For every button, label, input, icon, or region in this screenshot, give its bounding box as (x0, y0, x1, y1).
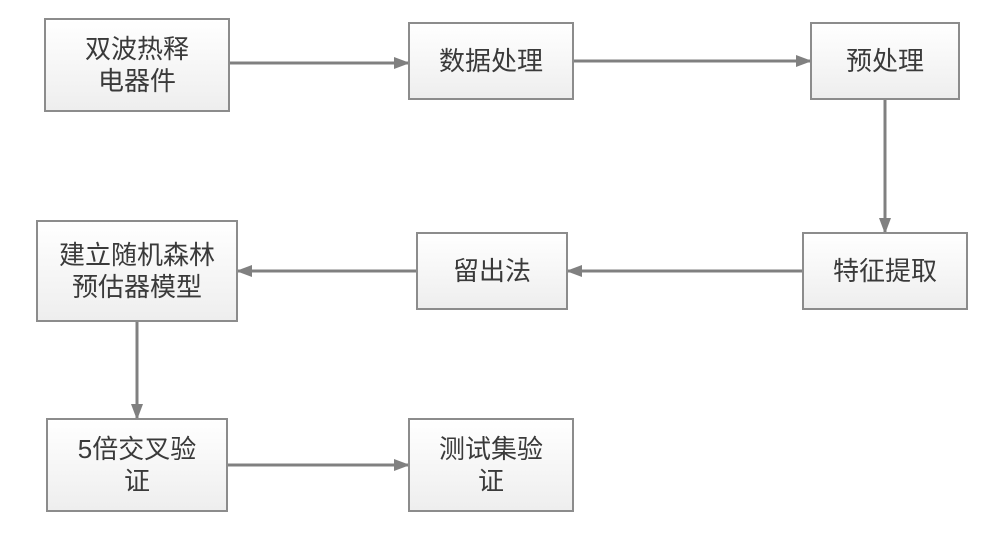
flowchart-node-n4: 特征提取 (802, 232, 968, 310)
flowchart-node-n5: 留出法 (416, 232, 568, 310)
flowchart-node-label: 5倍交叉验 证 (78, 433, 196, 498)
flowchart-node-label: 双波热释 电器件 (85, 33, 189, 98)
flowchart-node-n7: 5倍交叉验 证 (46, 418, 228, 512)
flowchart-node-label: 测试集验 证 (439, 433, 543, 498)
flowchart-stage: 双波热释 电器件 数据处理 预处理特征提取 留出法 建立随机森林 预估器模型 5倍交叉验 … (0, 0, 1000, 546)
flowchart-node-label: 建立随机森林 预估器模型 (59, 239, 215, 304)
flowchart-node-n3: 预处理 (810, 22, 960, 100)
flowchart-node-label: 预处理 (846, 45, 924, 78)
flowchart-node-n1: 双波热释 电器件 (44, 18, 230, 112)
flowchart-node-label: 留出法 (453, 255, 531, 288)
flowchart-node-n8: 测试集验 证 (408, 418, 574, 512)
flowchart-node-n2: 数据处理 (408, 22, 574, 100)
flowchart-node-label: 数据处理 (439, 45, 543, 78)
flowchart-node-n6: 建立随机森林 预估器模型 (36, 220, 238, 322)
flowchart-node-label: 特征提取 (833, 255, 937, 288)
